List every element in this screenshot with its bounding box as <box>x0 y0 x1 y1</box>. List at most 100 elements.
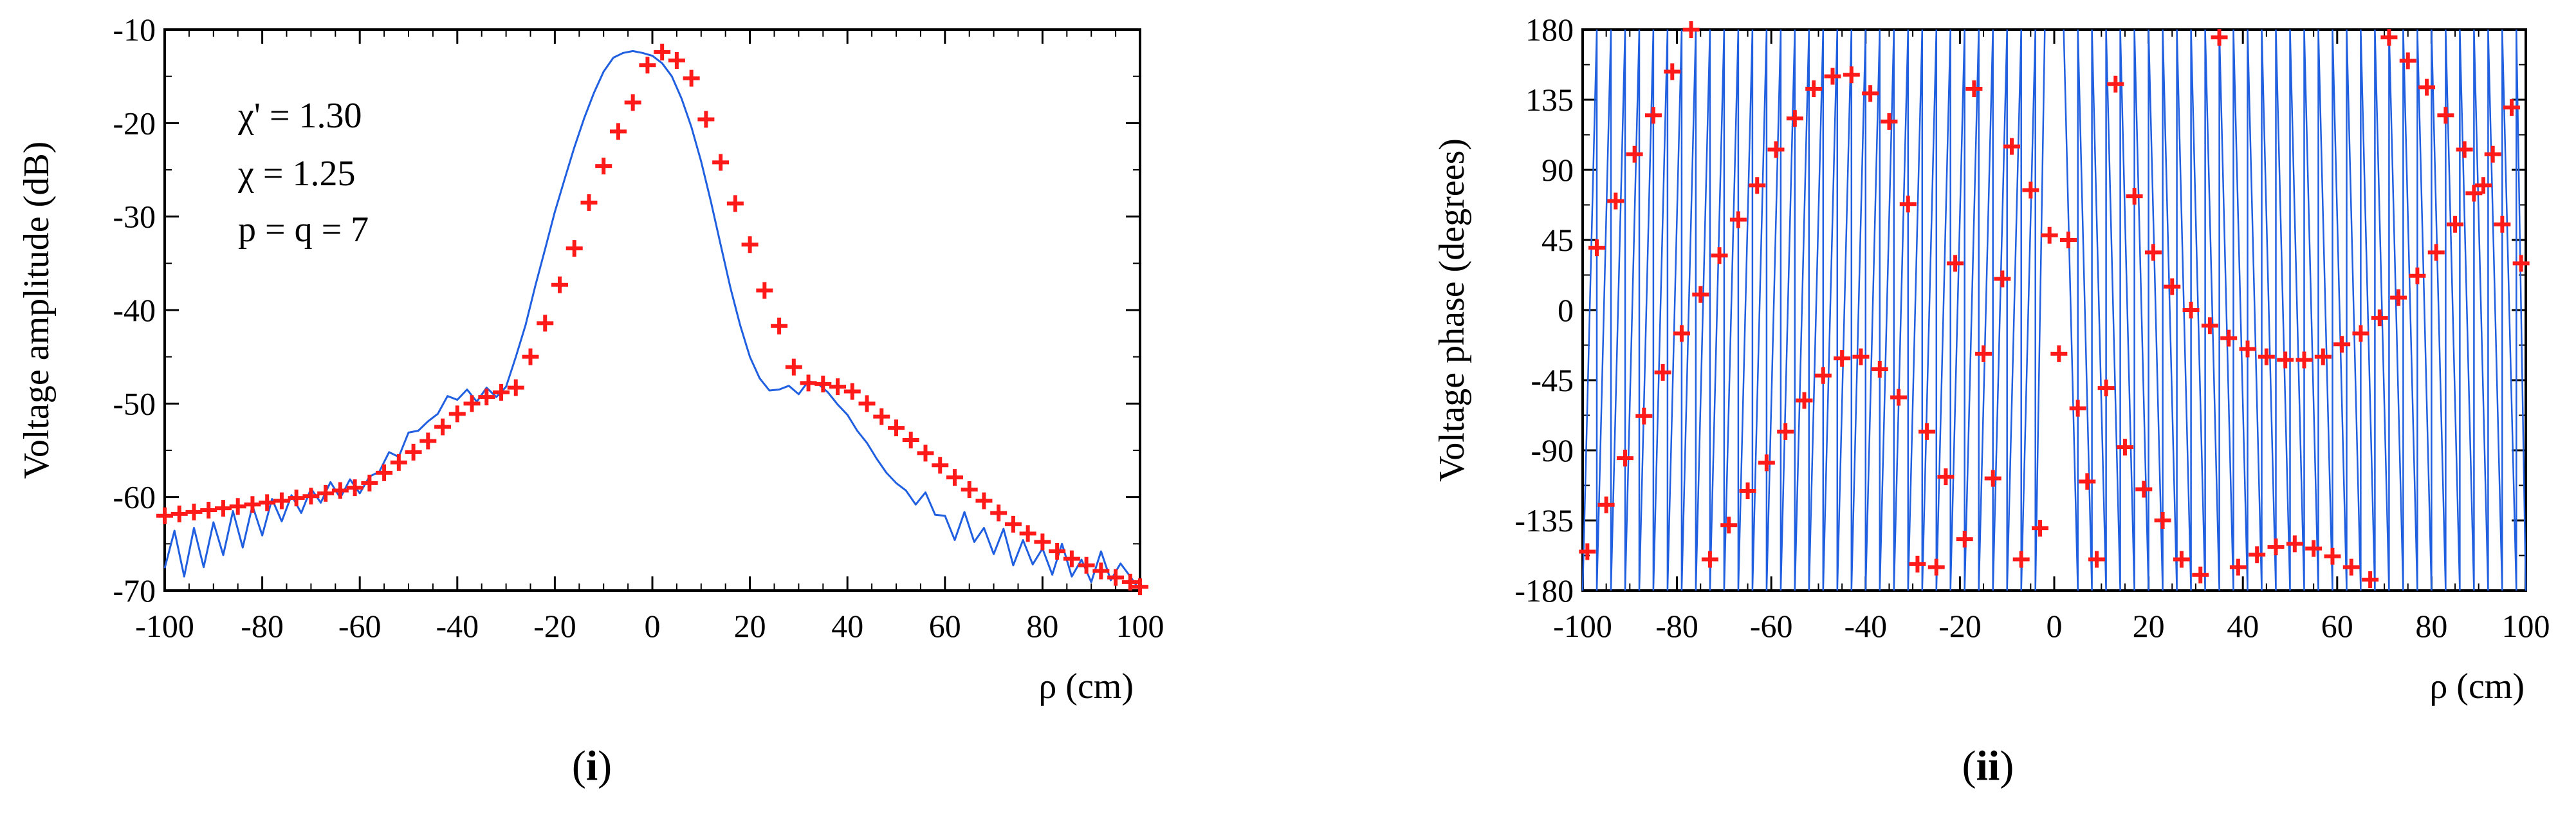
data-marker <box>1918 423 1936 440</box>
data-marker <box>2494 216 2511 233</box>
data-marker <box>2409 267 2426 284</box>
data-marker <box>317 484 335 502</box>
data-marker <box>1814 367 1832 384</box>
data-marker <box>229 498 246 515</box>
data-marker <box>288 490 305 507</box>
data-marker <box>1862 85 1879 102</box>
data-marker <box>1701 551 1718 568</box>
data-marker <box>1937 468 1955 486</box>
data-marker <box>185 503 203 520</box>
data-marker <box>668 51 685 69</box>
data-marker <box>2427 244 2445 261</box>
data-marker <box>1824 68 1841 85</box>
data-marker <box>522 348 539 365</box>
data-marker <box>463 395 481 412</box>
y-tick-label: -40 <box>113 292 156 328</box>
data-marker <box>2305 540 2323 557</box>
data-marker <box>361 474 378 491</box>
data-marker <box>624 94 641 111</box>
data-marker <box>1034 533 1051 551</box>
data-marker <box>1739 482 1756 499</box>
data-marker <box>1720 517 1738 534</box>
data-marker <box>200 502 217 519</box>
data-marker <box>2220 329 2238 347</box>
y-tick-label: -90 <box>1531 432 1574 468</box>
y-tick-label: 45 <box>1541 222 1574 258</box>
data-marker <box>2107 75 2124 93</box>
data-marker <box>917 445 934 462</box>
data-series <box>156 43 1148 596</box>
data-marker <box>800 374 817 392</box>
data-marker <box>2380 29 2398 46</box>
annotation-chi-prime: χ' = 1.30 <box>237 96 362 136</box>
y-tick-label: -50 <box>113 385 156 421</box>
data-marker <box>639 57 656 74</box>
panel-amplitude: -100 -80 -60 -40 -20 0 20 40 60 80 100 -70 -60 -50 -40… <box>17 12 1164 789</box>
data-marker <box>2437 107 2454 124</box>
data-series <box>1579 21 2530 591</box>
data-marker <box>1092 562 1110 580</box>
x-tick-label: 100 <box>1116 608 1164 644</box>
data-marker <box>1588 239 1605 257</box>
data-marker <box>2097 380 2115 397</box>
data-marker <box>376 464 393 481</box>
data-marker <box>2239 340 2256 358</box>
data-marker <box>2362 571 2379 589</box>
data-marker <box>1890 389 1908 406</box>
data-marker <box>2418 78 2436 96</box>
data-marker <box>1654 363 1671 381</box>
y-tick-label: -70 <box>113 573 156 609</box>
data-marker <box>1711 247 1728 264</box>
data-marker <box>2032 520 2049 537</box>
data-marker <box>2512 255 2530 272</box>
data-marker <box>1635 407 1653 425</box>
x-axis-label: ρ (cm) <box>2429 666 2525 706</box>
data-marker <box>2201 317 2218 335</box>
data-marker <box>2295 351 2313 369</box>
data-marker <box>419 432 437 450</box>
panel-caption: (ii) <box>1962 742 2014 789</box>
data-marker <box>2456 141 2473 158</box>
y-tick-label: -135 <box>1514 502 1574 538</box>
data-marker <box>1956 531 1973 548</box>
data-marker <box>1909 555 1926 573</box>
data-marker <box>156 507 173 524</box>
data-marker <box>346 479 363 497</box>
data-marker <box>2314 348 2332 365</box>
data-marker <box>2059 232 2077 248</box>
data-marker <box>2503 99 2521 116</box>
x-tick-label: -80 <box>241 608 284 644</box>
data-marker <box>1796 392 1813 409</box>
data-marker <box>2342 558 2360 576</box>
data-marker <box>2475 177 2492 194</box>
data-marker <box>2003 138 2021 155</box>
data-marker <box>843 383 861 400</box>
panel-phase: -100 -80 -60 -40 -20 0 20 40 60 80 100 -180 -135 -90 -… <box>1432 12 2550 789</box>
data-marker <box>1597 496 1615 513</box>
data-marker <box>2267 538 2285 556</box>
data-marker <box>2041 226 2058 244</box>
data-marker <box>507 379 524 396</box>
annotation-chi: χ = 1.25 <box>237 154 355 194</box>
data-marker <box>2333 336 2351 353</box>
data-marker <box>2352 325 2369 342</box>
data-marker <box>1965 80 1983 98</box>
data-marker <box>1805 80 1823 98</box>
data-marker <box>1626 145 1643 163</box>
data-marker <box>990 504 1007 522</box>
annotation-pq: p = q = 7 <box>238 210 369 250</box>
y-tick-label: -20 <box>113 105 156 141</box>
x-tick-label: 60 <box>2321 608 2353 644</box>
data-marker <box>712 154 730 171</box>
data-marker <box>2173 551 2190 568</box>
data-marker <box>2144 244 2162 261</box>
data-marker <box>302 488 320 505</box>
data-marker <box>2192 566 2209 583</box>
x-tick-label: 0 <box>645 608 661 644</box>
data-marker <box>2484 145 2501 163</box>
y-tick-label: 135 <box>1525 82 1574 118</box>
data-marker <box>771 317 788 335</box>
axis-ticks: -100 -80 -60 -40 -20 0 20 40 60 80 100 -180 -135 -90 -… <box>1514 12 2550 644</box>
data-marker <box>2390 289 2407 306</box>
data-marker <box>858 395 876 412</box>
